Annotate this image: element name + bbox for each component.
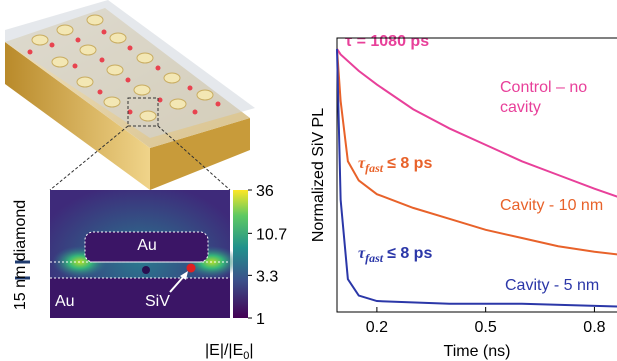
figure-canvas: Au Au SiV 15 nm diamond |E|/|E0| Normali… <box>0 0 617 361</box>
field-map: Au Au SiV 15 nm diamond |E|/|E0| <box>12 190 254 361</box>
series-label: Cavity - 5 nm <box>505 276 617 296</box>
x-tick-label: 0.8 <box>583 319 605 336</box>
figure: Au Au SiV 15 nm diamond |E|/|E0| Normali… <box>0 0 617 361</box>
device-illustration <box>5 0 255 190</box>
au-label: Au <box>137 237 157 254</box>
au-label: Au <box>55 293 75 310</box>
x-tick-label: 0.2 <box>366 319 388 336</box>
colorbar-label: |E|/|E0| <box>205 342 254 361</box>
annotation: τ = 1080 ps <box>345 33 429 50</box>
series-label: Cavity - 10 nm <box>500 196 612 216</box>
colorbar-tick-label: 1 <box>256 311 265 328</box>
colorbar-tick-label: 36 <box>256 183 274 200</box>
side-label: 15 nm diamond <box>12 200 29 310</box>
series-label: Control – no cavity <box>500 78 612 118</box>
x-axis-label: Time (ns) <box>444 343 511 360</box>
annotation: τfast≤ 8 ps <box>358 155 432 175</box>
y-axis-label: Normalized SiV PL <box>310 108 327 242</box>
colorbar-tick-label: 10.7 <box>256 226 287 243</box>
annotation: τfast≤ 8 ps <box>358 245 432 265</box>
siv-label: SiV <box>145 293 170 310</box>
x-tick-label: 0.5 <box>475 319 497 336</box>
colorbar-tick-label: 3.3 <box>256 268 278 285</box>
